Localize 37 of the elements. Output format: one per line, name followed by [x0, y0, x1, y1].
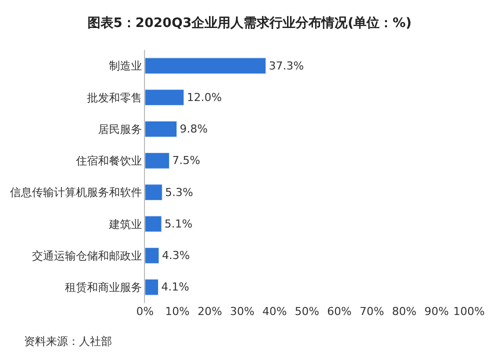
data-label: 4.3% — [162, 249, 190, 262]
x-tick-label: 20% — [198, 305, 222, 318]
data-label: 7.5% — [172, 154, 200, 168]
bar — [145, 216, 162, 232]
x-tick-label: 30% — [230, 305, 254, 318]
bar — [145, 89, 184, 106]
bar — [145, 247, 160, 264]
y-tick-label: 住宿和餐饮业 — [76, 154, 142, 168]
data-label: 12.0% — [186, 90, 222, 104]
bar — [145, 152, 170, 169]
x-tick-label: 90% — [424, 305, 449, 318]
x-tick-label: 50% — [294, 305, 320, 318]
bar — [145, 58, 266, 74]
x-tick-label: 0% — [136, 305, 154, 318]
x-tick-label: 100% — [453, 305, 485, 318]
data-label: 5.1% — [164, 217, 192, 230]
x-tick-label: 10% — [165, 305, 190, 318]
x-tick-label: 70% — [360, 305, 384, 318]
chart-title: 图表5：2020Q3企业用人需求行业分布情况(单位：%) — [87, 14, 412, 31]
y-tick-label: 交通运输仓储和邮政业 — [32, 249, 142, 262]
y-tick-label: 批发和零售 — [86, 91, 142, 104]
y-tick-label: 居民服务 — [98, 122, 142, 136]
data-label: 4.1% — [161, 280, 190, 294]
data-label: 5.3% — [165, 186, 194, 199]
bar — [145, 120, 177, 138]
y-tick-label: 租赁和商业服务 — [64, 281, 142, 294]
y-tick-label: 建筑业 — [108, 218, 142, 231]
x-tick-label: 60% — [327, 305, 352, 318]
bar — [145, 184, 162, 200]
y-tick-label: 制造业 — [108, 60, 142, 73]
bar — [145, 279, 159, 296]
data-label: 9.8% — [180, 122, 208, 136]
data-label: 37.3% — [268, 59, 304, 72]
x-tick-label: 80% — [392, 305, 416, 318]
x-tick-label: 40% — [262, 305, 287, 318]
text: 资料来源：人社部 — [24, 335, 112, 348]
y-tick-label: 信息传输计算机服务和软件 — [10, 186, 142, 200]
